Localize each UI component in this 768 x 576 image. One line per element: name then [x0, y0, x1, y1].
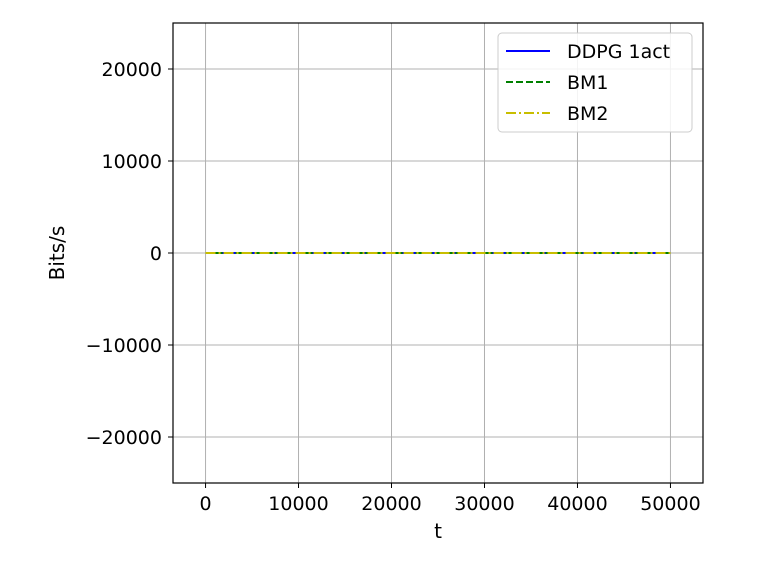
- y-tick-label: −10000: [86, 335, 162, 357]
- x-axis: 0 10000 20000 30000 40000 50000: [199, 483, 701, 515]
- x-tick-label: 20000: [361, 493, 421, 515]
- x-tick-label: 10000: [268, 493, 328, 515]
- y-tick-label: 20000: [102, 59, 162, 81]
- x-tick-label: 30000: [454, 493, 514, 515]
- legend: DDPG 1act BM1 BM2: [497, 32, 693, 133]
- x-tick-label: 50000: [640, 493, 700, 515]
- x-tick-label: 40000: [547, 493, 607, 515]
- x-tick-label: 0: [199, 493, 211, 515]
- legend-label: BM1: [567, 72, 609, 94]
- y-tick-label: −20000: [86, 427, 162, 449]
- legend-label: BM2: [567, 103, 609, 125]
- legend-box: [497, 32, 693, 133]
- y-axis-label: Bits/s: [45, 226, 69, 281]
- y-tick-label: 10000: [102, 151, 162, 173]
- x-axis-label: t: [434, 519, 442, 543]
- y-axis: −20000 −10000 0 10000 20000: [86, 59, 173, 449]
- legend-label: DDPG 1act: [567, 41, 670, 63]
- y-tick-label: 0: [150, 243, 162, 265]
